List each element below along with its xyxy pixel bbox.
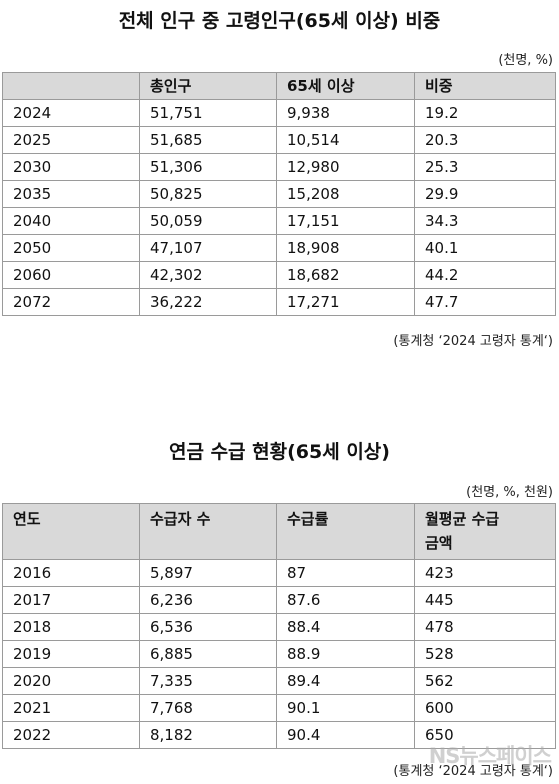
table-cell: 87 bbox=[276, 559, 415, 587]
table-cell: 17,271 bbox=[276, 288, 415, 316]
table1-source: (통계청 ‘2024 고령자 통계‘) bbox=[393, 334, 553, 349]
table-cell: 6,536 bbox=[139, 613, 277, 641]
table-cell: 25.3 bbox=[414, 153, 556, 181]
table-row: 2024 51,751 9,938 19.2 bbox=[2, 99, 556, 127]
table-cell: 445 bbox=[414, 586, 556, 614]
table-cell: 42,302 bbox=[139, 261, 277, 289]
table-cell: 8,182 bbox=[139, 721, 277, 749]
table-cell: 2019 bbox=[2, 640, 140, 668]
table-cell: 2072 bbox=[2, 288, 140, 316]
table-cell: 15,208 bbox=[276, 180, 415, 208]
table-cell: 2040 bbox=[2, 207, 140, 235]
table-cell: 7,335 bbox=[139, 667, 277, 695]
column-header: 수급자 수 bbox=[139, 503, 277, 560]
table-row: 2021 7,768 90.1 600 bbox=[2, 694, 556, 722]
table-row: 2072 36,222 17,271 47.7 bbox=[2, 288, 556, 316]
population-table: 총인구 65세 이상 비중 2024 51,751 9,938 19.2 2025 51,68… bbox=[2, 72, 556, 316]
table-row: 2019 6,885 88.9 528 bbox=[2, 640, 556, 668]
table-cell: 87.6 bbox=[276, 586, 415, 614]
table-row: 2018 6,536 88.4 478 bbox=[2, 613, 556, 641]
column-header: 비중 bbox=[414, 72, 556, 100]
column-header: 수급률 bbox=[276, 503, 415, 560]
table-cell: 51,685 bbox=[139, 126, 277, 154]
table-row: 2025 51,685 10,514 20.3 bbox=[2, 126, 556, 154]
table-cell: 2021 bbox=[2, 694, 140, 722]
table-cell: 34.3 bbox=[414, 207, 556, 235]
table-cell: 528 bbox=[414, 640, 556, 668]
watermark-logo: NS뉴스페이스 bbox=[428, 744, 552, 768]
table-cell: 9,938 bbox=[276, 99, 415, 127]
table1-unit: (천명, %) bbox=[498, 53, 553, 68]
table-cell: 5,897 bbox=[139, 559, 277, 587]
column-header: 65세 이상 bbox=[276, 72, 415, 100]
column-header: 월평균 수급 금액 bbox=[414, 503, 556, 560]
table-cell: 29.9 bbox=[414, 180, 556, 208]
table-cell: 18,682 bbox=[276, 261, 415, 289]
table-cell: 47,107 bbox=[139, 234, 277, 262]
table1-title: 전체 인구 중 고령인구(65세 이상) 비중 bbox=[118, 10, 441, 32]
table2-unit: (천명, %, 천원) bbox=[466, 485, 553, 500]
table-row: 2035 50,825 15,208 29.9 bbox=[2, 180, 556, 208]
table-header-row: 총인구 65세 이상 비중 bbox=[2, 72, 556, 100]
table-row: 2022 8,182 90.4 650 bbox=[2, 721, 556, 749]
table-cell: 478 bbox=[414, 613, 556, 641]
pension-table: 연도 수급자 수 수급률 월평균 수급 금액 2016 5,897 87 423 2017 6,… bbox=[2, 503, 556, 749]
table-cell: 600 bbox=[414, 694, 556, 722]
table-cell: 562 bbox=[414, 667, 556, 695]
table-cell: 2018 bbox=[2, 613, 140, 641]
table-cell: 90.4 bbox=[276, 721, 415, 749]
table-cell: 40.1 bbox=[414, 234, 556, 262]
table-cell: 2024 bbox=[2, 99, 140, 127]
table-row: 2040 50,059 17,151 34.3 bbox=[2, 207, 556, 235]
column-header: 연도 bbox=[2, 503, 140, 560]
table-row: 2030 51,306 12,980 25.3 bbox=[2, 153, 556, 181]
table-header-row: 연도 수급자 수 수급률 월평균 수급 금액 bbox=[2, 503, 556, 560]
column-header: 총인구 bbox=[139, 72, 277, 100]
table-cell: 88.4 bbox=[276, 613, 415, 641]
table-cell: 50,059 bbox=[139, 207, 277, 235]
table-row: 2050 47,107 18,908 40.1 bbox=[2, 234, 556, 262]
table-row: 2060 42,302 18,682 44.2 bbox=[2, 261, 556, 289]
table-cell: 44.2 bbox=[414, 261, 556, 289]
table2-source: (통계청 ‘2024 고령자 통계‘) bbox=[393, 764, 553, 779]
table-cell: 88.9 bbox=[276, 640, 415, 668]
table-cell: 51,751 bbox=[139, 99, 277, 127]
table-cell: 36,222 bbox=[139, 288, 277, 316]
table-row: 2020 7,335 89.4 562 bbox=[2, 667, 556, 695]
table-cell: 2016 bbox=[2, 559, 140, 587]
table-cell: 12,980 bbox=[276, 153, 415, 181]
table-cell: 2022 bbox=[2, 721, 140, 749]
table-cell: 17,151 bbox=[276, 207, 415, 235]
table-cell: 2060 bbox=[2, 261, 140, 289]
table-cell: 51,306 bbox=[139, 153, 277, 181]
table-row: 2017 6,236 87.6 445 bbox=[2, 586, 556, 614]
table-cell: 2035 bbox=[2, 180, 140, 208]
table-cell: 2025 bbox=[2, 126, 140, 154]
table-cell: 7,768 bbox=[139, 694, 277, 722]
table-cell: 90.1 bbox=[276, 694, 415, 722]
table-cell: 20.3 bbox=[414, 126, 556, 154]
table-cell: 19.2 bbox=[414, 99, 556, 127]
table-cell: 50,825 bbox=[139, 180, 277, 208]
table-cell: 2050 bbox=[2, 234, 140, 262]
table-cell: 6,885 bbox=[139, 640, 277, 668]
table-row: 2016 5,897 87 423 bbox=[2, 559, 556, 587]
table-cell: 18,908 bbox=[276, 234, 415, 262]
table2-title: 연금 수급 현황(65세 이상) bbox=[169, 441, 390, 463]
table-cell: 6,236 bbox=[139, 586, 277, 614]
table-cell: 10,514 bbox=[276, 126, 415, 154]
table-cell: 89.4 bbox=[276, 667, 415, 695]
column-header bbox=[2, 72, 140, 100]
table-cell: 650 bbox=[414, 721, 556, 749]
table-cell: 2020 bbox=[2, 667, 140, 695]
table-cell: 423 bbox=[414, 559, 556, 587]
table-cell: 2017 bbox=[2, 586, 140, 614]
table-cell: 47.7 bbox=[414, 288, 556, 316]
table-cell: 2030 bbox=[2, 153, 140, 181]
